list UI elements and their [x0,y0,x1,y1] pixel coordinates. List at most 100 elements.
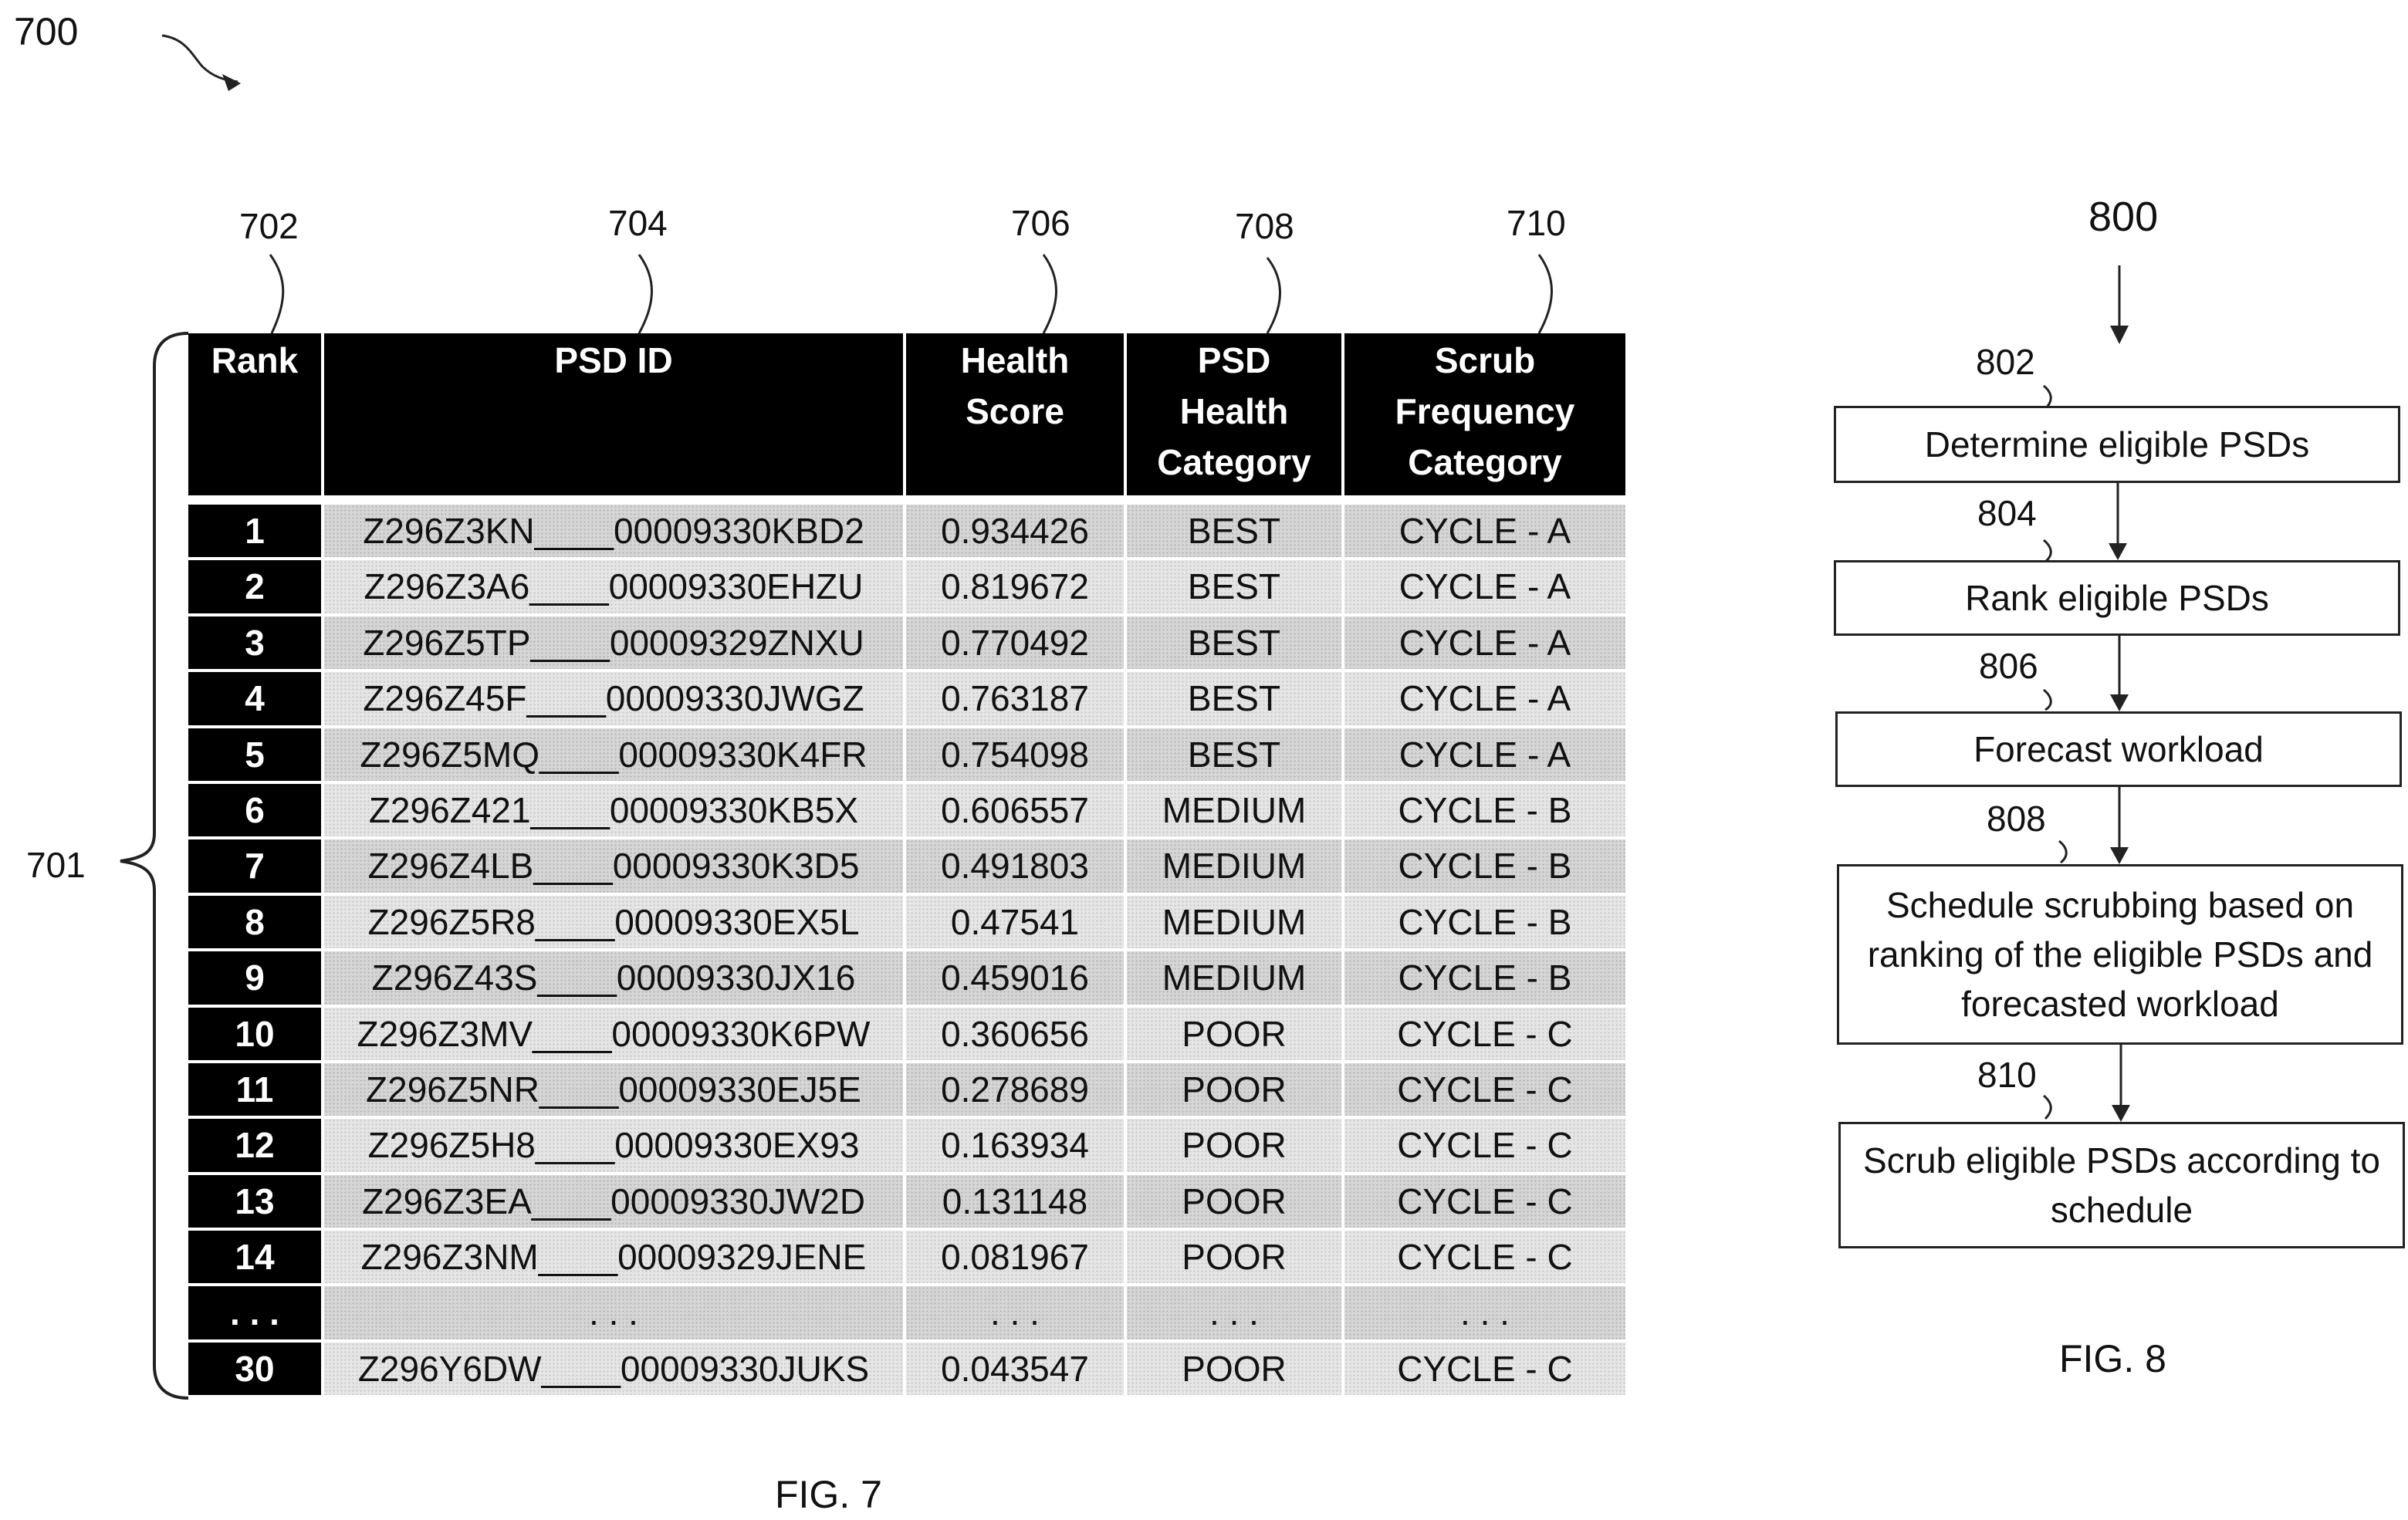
header-scrub-frequency-category: Scrub Frequency Category [1344,333,1625,495]
leader-708 [1266,257,1281,334]
cell-rank: 14 [188,1231,324,1284]
cell-health-category: MEDIUM [1127,895,1344,949]
flow-step-label: Scrub eligible PSDs according to schedul… [1863,1140,2380,1230]
cell-scrub-frequency: . . . [1344,1286,1625,1339]
flow-step-label: Schedule scrubbing based on ranking of t… [1867,885,2373,1024]
step-ref-808: 808 [1987,799,2046,839]
cell-health-category: BEST [1127,560,1344,613]
header-psd-id: PSD ID [324,333,906,495]
column-ref-psd-id: 704 [608,203,668,243]
table-row: 10 Z296Z3MV____00009330K6PW 0.360656 POOR CY… [188,1007,1625,1063]
cell-health-category: POOR [1127,1007,1344,1060]
cell-health-score: 0.131148 [906,1174,1127,1228]
cell-health-score: 0.763187 [906,672,1127,725]
cell-rank: 30 [188,1342,324,1396]
cell-health-category: POOR [1127,1119,1344,1172]
cell-health-category: MEDIUM [1127,839,1344,893]
cell-health-category: BEST [1127,616,1344,670]
table-row: 5 Z296Z5MQ____00009330K4FR 0.754098 BEST CYC… [188,728,1625,784]
cell-health-score: 0.278689 [906,1062,1127,1116]
cell-scrub-frequency: CYCLE - C [1344,1231,1625,1284]
table-row: 13 Z296Z3EA____00009330JW2D 0.131148 POOR CY… [188,1174,1625,1231]
cell-scrub-frequency: CYCLE - B [1344,951,1625,1005]
cell-scrub-frequency: CYCLE - B [1344,783,1625,837]
table-row: 11 Z296Z5NR____00009330EJ5E 0.278689 POOR CY… [188,1062,1625,1120]
cell-scrub-frequency: CYCLE - C [1344,1119,1625,1172]
fig8-reference-numeral: 800 [2088,194,2159,240]
cell-rank: 3 [188,616,324,670]
step-ref-802: 802 [1976,342,2035,382]
header-rank: Rank [188,333,324,495]
leader-704 [638,254,653,334]
cell-psd-id: Z296Z5R8____00009330EX5L [324,895,906,949]
column-ref-health-category: 708 [1235,206,1294,246]
cell-psd-id: Z296Z3KN____00009330KBD2 [324,505,906,558]
fig7-arrowhead [222,74,241,91]
cell-rank: 12 [188,1119,324,1172]
cell-scrub-frequency: CYCLE - C [1344,1174,1625,1228]
cell-health-category: POOR [1127,1342,1344,1396]
cell-psd-id: Z296Z45F____00009330JWGZ [324,672,906,725]
fig7-reference-numeral: 700 [14,10,79,53]
flow-step-label: Determine eligible PSDs [1924,424,2310,464]
flow-step-rank: Rank eligible PSDs [1834,560,2400,636]
cell-health-score: 0.043547 [906,1342,1127,1396]
table-row: 7 Z296Z4LB____00009330K3D5 0.491803 MEDIUM C… [188,839,1625,896]
cell-scrub-frequency: CYCLE - A [1344,728,1625,781]
cell-health-score: 0.459016 [906,951,1127,1005]
flow-step-scrub: Scrub eligible PSDs according to schedul… [1838,1122,2405,1248]
cell-psd-id: Z296Z43S____00009330JX16 [324,951,906,1005]
cell-scrub-frequency: CYCLE - C [1344,1342,1625,1396]
flow-step-label: Forecast workload [1973,729,2264,769]
table-row: 4 Z296Z45F____00009330JWGZ 0.763187 BEST CYC… [188,672,1625,728]
cell-health-score: 0.360656 [906,1007,1127,1060]
flow-step-forecast: Forecast workload [1835,711,2402,787]
cell-scrub-frequency: CYCLE - A [1344,505,1625,558]
table-row: 12 Z296Z5H8____00009330EX93 0.163934 POOR CY… [188,1119,1625,1175]
table-row: . . .. . .. . .. . .. . . [188,1286,1625,1343]
cell-health-score: 0.606557 [906,783,1127,837]
table-row: 1 Z296Z3KN____00009330KBD2 0.934426 BEST CYC… [188,505,1625,561]
table-row: 8 Z296Z5R8____00009330EX5L 0.47541 MEDIUM CY… [188,895,1625,952]
cell-psd-id: . . . [324,1286,906,1339]
table-brace-numeral: 701 [26,845,86,885]
cell-rank: 13 [188,1174,324,1228]
cell-rank: 5 [188,728,324,781]
cell-psd-id: Z296Z421____00009330KB5X [324,783,906,837]
column-ref-health-score: 706 [1011,203,1070,243]
table-row: 9 Z296Z43S____00009330JX16 0.459016 MEDIUM C… [188,951,1625,1008]
header-psd-health-category: PSD Health Category [1127,333,1344,495]
cell-health-score: . . . [906,1286,1127,1339]
cell-psd-id: Z296Z3MV____00009330K6PW [324,1007,906,1060]
cell-rank: 8 [188,895,324,949]
cell-psd-id: Z296Z5H8____00009330EX93 [324,1119,906,1172]
table-brace [120,332,189,1400]
cell-health-category: BEST [1127,728,1344,781]
table-row: 3 Z296Z5TP____00009329ZNXU 0.770492 BEST CYC… [188,616,1625,673]
leader-706 [1042,254,1057,334]
cell-scrub-frequency: CYCLE - A [1344,560,1625,613]
cell-psd-id: Z296Z3EA____00009330JW2D [324,1174,906,1228]
cell-psd-id: Z296Z5NR____00009330EJ5E [324,1062,906,1116]
cell-psd-id: Z296Z3A6____00009330EHZU [324,560,906,613]
flow-step-determine: Determine eligible PSDs [1834,406,2400,483]
flow-step-schedule: Schedule scrubbing based on ranking of t… [1837,864,2403,1045]
column-ref-rank: 702 [239,206,299,246]
cell-rank: 10 [188,1007,324,1060]
fig8-caption: FIG. 8 [2059,1337,2166,1380]
cell-psd-id: Z296Y6DW____00009330JUKS [324,1342,906,1396]
leader-702 [269,254,285,334]
cell-health-score: 0.163934 [906,1119,1127,1172]
cell-health-category: POOR [1127,1062,1344,1116]
cell-psd-id: Z296Z4LB____00009330K3D5 [324,839,906,893]
cell-health-score: 0.491803 [906,839,1127,893]
cell-health-category: BEST [1127,505,1344,558]
cell-scrub-frequency: CYCLE - C [1344,1062,1625,1116]
cell-health-category: . . . [1127,1286,1344,1339]
fig7-curly-arrow [161,34,238,83]
table-row: 30 Z296Y6DW____00009330JUKS 0.043547 POOR CY… [188,1342,1625,1399]
cell-rank: 2 [188,560,324,613]
cell-scrub-frequency: CYCLE - C [1344,1007,1625,1060]
cell-rank: 4 [188,672,324,725]
